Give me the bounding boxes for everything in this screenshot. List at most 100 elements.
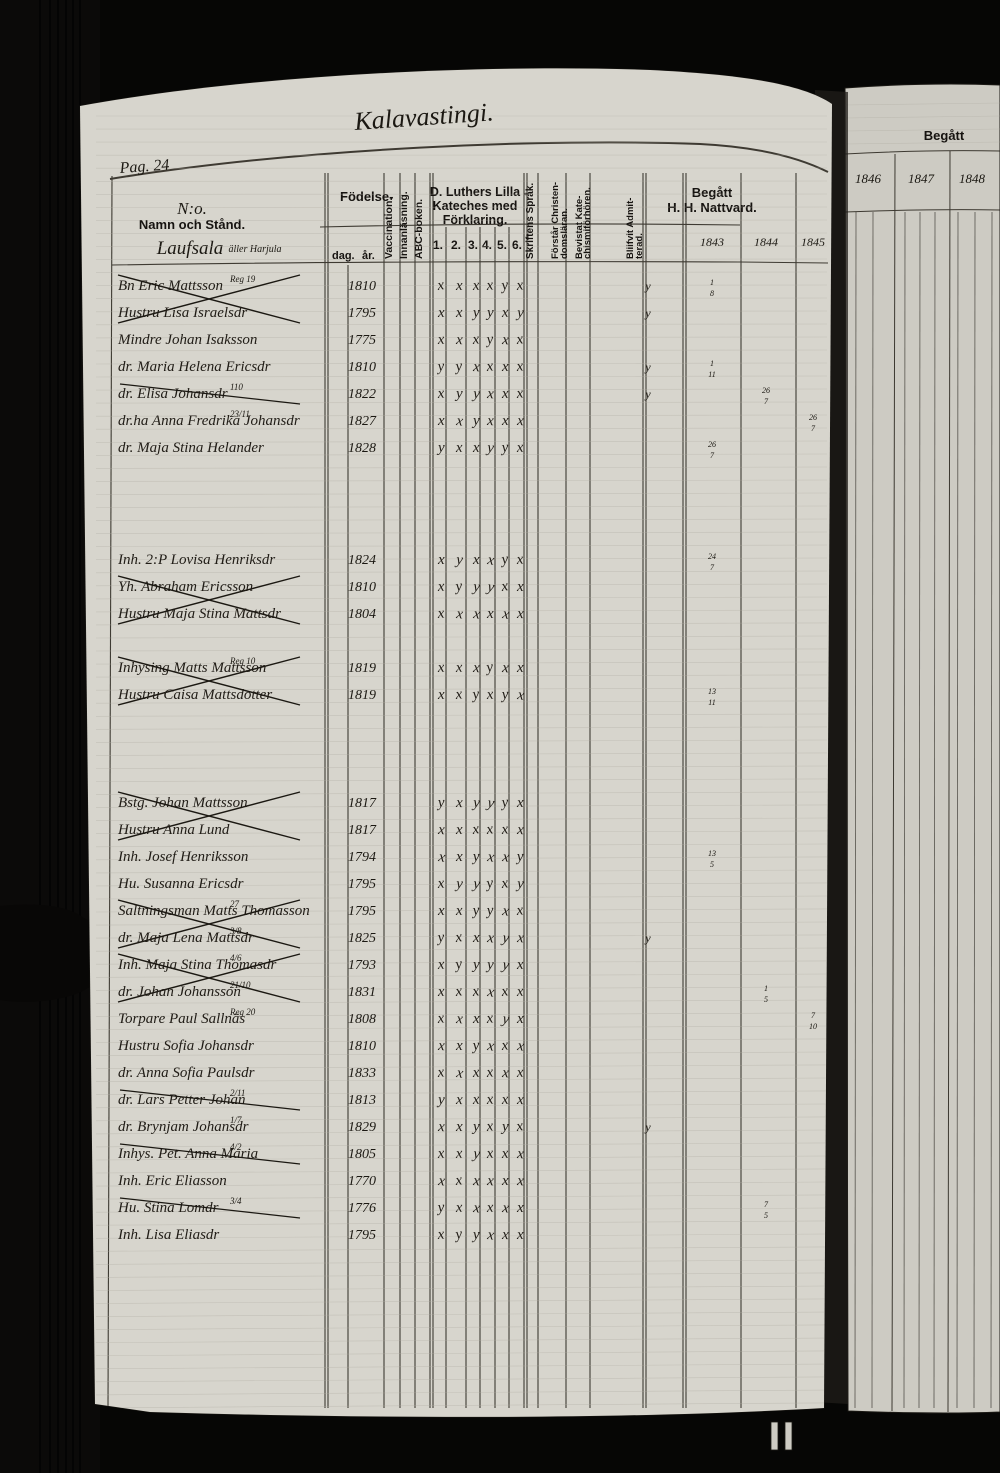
svg-text:x: x xyxy=(501,1065,510,1081)
svg-text:Reg 10: Reg 10 xyxy=(229,656,256,666)
svg-text:x: x xyxy=(500,1092,509,1109)
svg-text:x: x xyxy=(455,278,463,294)
svg-text:Laufsala: Laufsala xyxy=(156,238,224,259)
svg-text:1847: 1847 xyxy=(908,171,935,186)
svg-text:Hu. Susanna Ericsdr: Hu. Susanna Ericsdr xyxy=(117,876,244,892)
svg-text:1846: 1846 xyxy=(855,171,882,186)
svg-text:dr.ha Anna Fredrika Johansdr: dr.ha Anna Fredrika Johansdr xyxy=(118,413,300,429)
svg-text:x: x xyxy=(437,1038,446,1054)
svg-text:x: x xyxy=(455,1038,463,1054)
svg-text:x: x xyxy=(471,278,480,295)
svg-text:Hu. Stina Lomdr: Hu. Stina Lomdr xyxy=(117,1200,219,1216)
svg-text:1810: 1810 xyxy=(348,360,376,375)
svg-text:Torpare Paul Sallnäs: Torpare Paul Sallnäs xyxy=(118,1011,245,1027)
svg-text:Begått: Begått xyxy=(924,128,965,143)
svg-text:5: 5 xyxy=(710,860,714,869)
svg-text:y: y xyxy=(644,387,651,401)
svg-text:år.: år. xyxy=(362,250,375,262)
svg-text:x: x xyxy=(516,579,524,595)
svg-text:1795: 1795 xyxy=(348,1228,376,1243)
svg-text:Pag. 24: Pag. 24 xyxy=(118,157,170,178)
svg-text:x: x xyxy=(516,1200,524,1216)
svg-text:x: x xyxy=(516,1146,525,1162)
svg-text:1829: 1829 xyxy=(348,1120,376,1135)
svg-text:1795: 1795 xyxy=(348,877,376,892)
svg-text:x: x xyxy=(485,1200,494,1216)
svg-text:dr. Johan Johansson: dr. Johan Johansson xyxy=(118,984,241,1000)
svg-text:x: x xyxy=(501,660,510,676)
svg-text:1776: 1776 xyxy=(348,1201,376,1216)
svg-text:1/7: 1/7 xyxy=(230,1115,242,1125)
svg-text:1831: 1831 xyxy=(348,985,376,1000)
svg-text:x: x xyxy=(472,359,481,375)
svg-text:1817: 1817 xyxy=(348,796,377,811)
svg-text:6.: 6. xyxy=(512,238,522,252)
svg-text:x: x xyxy=(455,440,464,456)
svg-text:3/4: 3/4 xyxy=(229,1196,242,1206)
svg-text:1810: 1810 xyxy=(348,580,376,595)
svg-text:x: x xyxy=(486,413,495,429)
svg-text:y: y xyxy=(471,957,480,973)
svg-text:x: x xyxy=(516,1011,524,1027)
svg-text:x: x xyxy=(472,660,481,676)
svg-text:Vaccination.: Vaccination. xyxy=(383,198,395,259)
svg-text:y: y xyxy=(644,279,651,293)
svg-text:Namn och Stånd.: Namn och Stånd. xyxy=(139,217,245,232)
svg-text:1794: 1794 xyxy=(348,850,376,865)
svg-text:1833: 1833 xyxy=(348,1066,376,1081)
svg-text:Inh. 2:P Lovisa Henriksdr: Inh. 2:P Lovisa Henriksdr xyxy=(117,552,275,568)
svg-text:ABC-boken.: ABC-boken. xyxy=(413,199,425,259)
svg-text:x: x xyxy=(455,1119,463,1135)
svg-text:21/10: 21/10 xyxy=(230,980,251,990)
svg-text:x: x xyxy=(501,359,509,375)
svg-text:x: x xyxy=(437,552,445,568)
svg-text:1819: 1819 xyxy=(348,688,376,703)
svg-text:Mindre Johan Isaksson: Mindre Johan Isaksson xyxy=(117,332,257,348)
svg-text:1824: 1824 xyxy=(348,553,376,568)
svg-text:x: x xyxy=(455,822,463,838)
svg-text:1810: 1810 xyxy=(348,279,376,294)
svg-text:x: x xyxy=(501,386,510,402)
svg-text:Hustru Anna Lund: Hustru Anna Lund xyxy=(117,822,230,838)
svg-text:x: x xyxy=(500,1146,509,1163)
svg-text:Innanläsning.: Innanläsning. xyxy=(398,191,410,259)
svg-text:Kateches med: Kateches med xyxy=(433,199,518,213)
svg-text:1: 1 xyxy=(764,984,768,993)
svg-text:1793: 1793 xyxy=(348,958,376,973)
svg-text:dag.: dag. xyxy=(332,250,355,262)
svg-text:x: x xyxy=(454,1200,463,1216)
svg-text:1: 1 xyxy=(710,278,714,287)
svg-text:2.: 2. xyxy=(451,238,461,252)
svg-text:x: x xyxy=(436,1146,445,1163)
svg-text:x: x xyxy=(515,440,524,457)
svg-text:x: x xyxy=(472,1173,481,1189)
svg-text:dr. Brynjam Johansdr: dr. Brynjam Johansdr xyxy=(118,1119,249,1135)
svg-text:N:o.: N:o. xyxy=(176,199,207,218)
svg-text:1827: 1827 xyxy=(348,414,377,429)
svg-text:x: x xyxy=(516,1092,524,1108)
svg-text:Reg 19: Reg 19 xyxy=(229,274,256,284)
svg-text:1819: 1819 xyxy=(348,661,376,676)
svg-text:x: x xyxy=(500,305,509,321)
svg-text:x: x xyxy=(437,984,446,1000)
svg-text:4/2: 4/2 xyxy=(230,1142,242,1152)
svg-text:y: y xyxy=(644,1120,651,1134)
svg-text:x: x xyxy=(516,1173,525,1189)
svg-text:1804: 1804 xyxy=(348,607,376,622)
svg-text:1: 1 xyxy=(710,359,714,368)
svg-text:y: y xyxy=(644,360,651,374)
svg-text:10: 10 xyxy=(809,1022,817,1031)
svg-text:x: x xyxy=(455,305,464,321)
svg-text:x: x xyxy=(501,413,509,429)
svg-text:x: x xyxy=(486,1173,495,1189)
svg-text:11: 11 xyxy=(708,698,715,707)
svg-text:y: y xyxy=(436,1092,445,1108)
svg-text:dr. Anna Sofia Paulsdr: dr. Anna Sofia Paulsdr xyxy=(118,1065,255,1081)
svg-text:domsläran.: domsläran. xyxy=(559,208,570,259)
svg-text:x: x xyxy=(501,332,510,348)
svg-text:y: y xyxy=(471,1227,480,1243)
svg-text:x: x xyxy=(454,660,463,676)
svg-text:1775: 1775 xyxy=(348,333,376,348)
svg-text:13: 13 xyxy=(708,687,716,696)
svg-text:x: x xyxy=(436,957,445,973)
